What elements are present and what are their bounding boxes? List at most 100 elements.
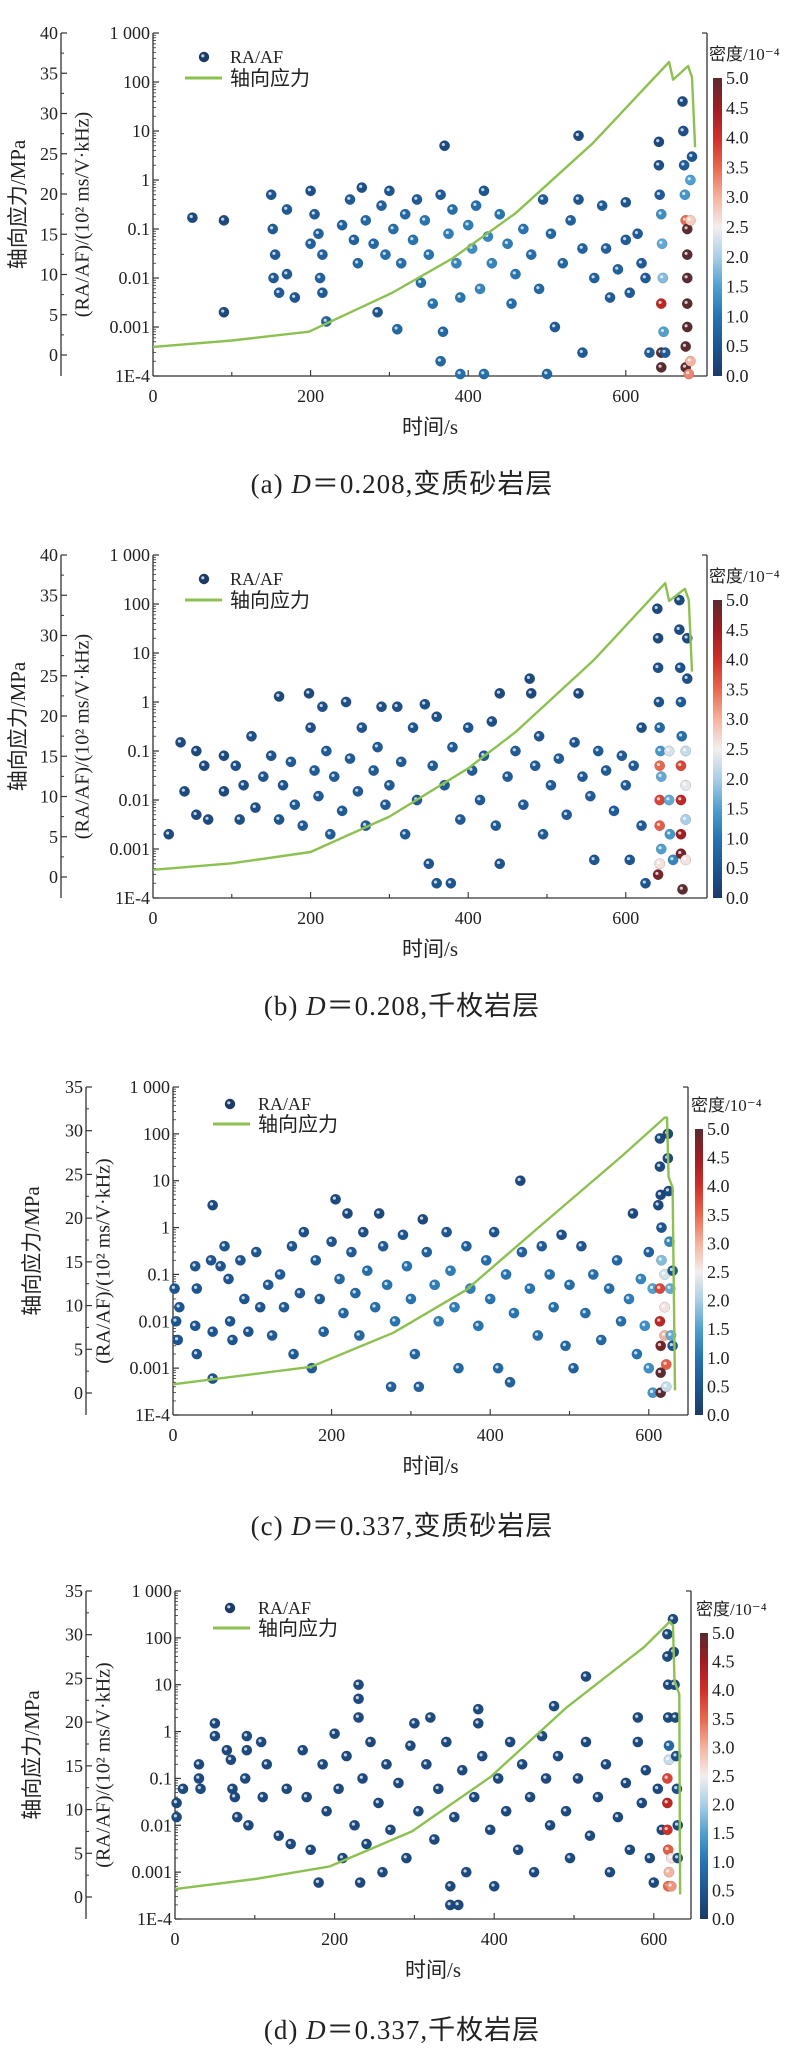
colorbar-tick-label: 1.0	[712, 1852, 735, 1872]
colorbar-tick-label: 0.5	[707, 1376, 730, 1396]
data-point	[419, 698, 431, 710]
ra-af-tick-label: 100	[123, 594, 150, 614]
data-point	[353, 1329, 365, 1341]
data-point	[663, 745, 675, 757]
colorbar-tick-label: 4.5	[707, 1148, 730, 1168]
data-point	[288, 1348, 299, 1360]
stress-tick-label: 25	[65, 1668, 83, 1688]
caption-variable: D	[306, 2015, 327, 2045]
data-point	[281, 204, 293, 215]
stress-axis-title: 轴向应力/MPa	[20, 1690, 44, 1820]
data-point	[215, 1260, 227, 1272]
colorbar-tick-label: 5.0	[726, 68, 749, 88]
data-point	[569, 736, 581, 748]
data-point	[404, 1740, 416, 1752]
data-point	[552, 1750, 564, 1762]
data-point	[478, 368, 490, 380]
colorbar-tick-label: 3.0	[726, 709, 749, 729]
data-point	[381, 1758, 392, 1770]
data-point	[644, 1852, 656, 1864]
data-point	[514, 1175, 526, 1187]
colorbar-tick-label: 2.0	[712, 1795, 735, 1815]
data-point	[661, 1628, 673, 1640]
stress-tick-label: 15	[40, 224, 58, 244]
data-point	[643, 347, 655, 359]
data-point	[368, 238, 380, 250]
stress-tick-label: 40	[40, 23, 58, 43]
data-point	[352, 257, 364, 269]
data-point	[654, 722, 666, 734]
ra-af-tick-label: 1E-4	[115, 366, 150, 386]
data-point	[171, 1797, 183, 1809]
ra-af-axis-title: (RA/AF)/(10² ms/V·kHz)	[93, 1662, 115, 1867]
stress-tick-label: 20	[65, 1712, 83, 1732]
data-point	[486, 257, 498, 269]
x-tick-label: 0	[169, 1425, 178, 1445]
x-tick-label: 0	[149, 386, 158, 406]
data-point	[656, 1222, 667, 1234]
ra-af-tick-label: 0.01	[139, 1311, 171, 1331]
data-point	[241, 1744, 253, 1756]
data-point	[377, 1866, 388, 1878]
data-point	[468, 1791, 480, 1803]
data-point	[486, 716, 498, 727]
data-point	[654, 1132, 666, 1144]
data-point	[548, 1301, 560, 1313]
data-point	[285, 1838, 297, 1850]
data-point	[353, 1693, 364, 1705]
data-point	[413, 1381, 425, 1393]
data-point	[411, 194, 423, 205]
data-point	[476, 1750, 488, 1762]
panel-caption: (a) D＝0.208,变质砂岩层	[0, 462, 804, 501]
data-point	[470, 200, 482, 212]
data-point	[417, 1213, 429, 1225]
data-point	[223, 1273, 234, 1285]
data-point	[632, 228, 644, 240]
ra-af-tick-label: 0.01	[119, 268, 151, 288]
data-point	[667, 854, 679, 866]
stress-tick-label: 15	[40, 746, 58, 766]
stress-tick-label: 0	[74, 1383, 83, 1403]
caption-variable: D	[291, 469, 312, 499]
data-point	[675, 828, 687, 840]
panel-caption: (b) D＝0.208,千枚岩层	[0, 984, 804, 1023]
data-point	[427, 298, 439, 310]
data-point	[500, 1805, 512, 1817]
data-point	[684, 355, 696, 367]
data-point	[532, 1329, 544, 1341]
data-point	[573, 130, 584, 142]
data-point	[262, 1279, 274, 1291]
legend-label-ra-af: RA/AF	[230, 47, 283, 67]
data-point	[632, 1736, 644, 1748]
x-tick-label: 400	[455, 386, 482, 406]
ra-af-tick-label: 10	[154, 1675, 172, 1695]
data-point	[651, 603, 663, 615]
colorbar-tick-label: 4.0	[707, 1176, 730, 1196]
data-point	[544, 1819, 556, 1831]
ra-af-tick-label: 1E-4	[137, 1909, 172, 1929]
data-point	[647, 1283, 659, 1294]
data-point	[326, 1236, 338, 1248]
data-point	[577, 771, 588, 783]
stress-line	[172, 1116, 677, 1391]
data-point	[677, 125, 689, 137]
data-point	[655, 843, 667, 855]
data-point	[445, 1265, 456, 1277]
data-point	[663, 1866, 675, 1878]
chart-panel-c: 0 5 10 15 20 25 30 35 1E-4 0.001 0.01 0.1 1 10 100 1 00…	[0, 1054, 804, 1558]
caption-text: ＝0.337,变质砂岩层	[311, 1511, 554, 1541]
data-point	[301, 1791, 313, 1803]
data-point	[365, 1736, 376, 1748]
data-point	[202, 814, 214, 825]
data-point	[472, 1717, 484, 1729]
data-point	[309, 765, 320, 776]
stress-tick-label: 30	[65, 1625, 83, 1645]
data-point	[452, 1899, 464, 1911]
data-point	[278, 1301, 290, 1313]
panel-caption: (c) D＝0.337,变质砂岩层	[0, 1504, 804, 1543]
data-point	[297, 820, 309, 832]
data-point	[680, 341, 692, 352]
data-point	[330, 1193, 342, 1205]
data-point	[376, 200, 387, 212]
